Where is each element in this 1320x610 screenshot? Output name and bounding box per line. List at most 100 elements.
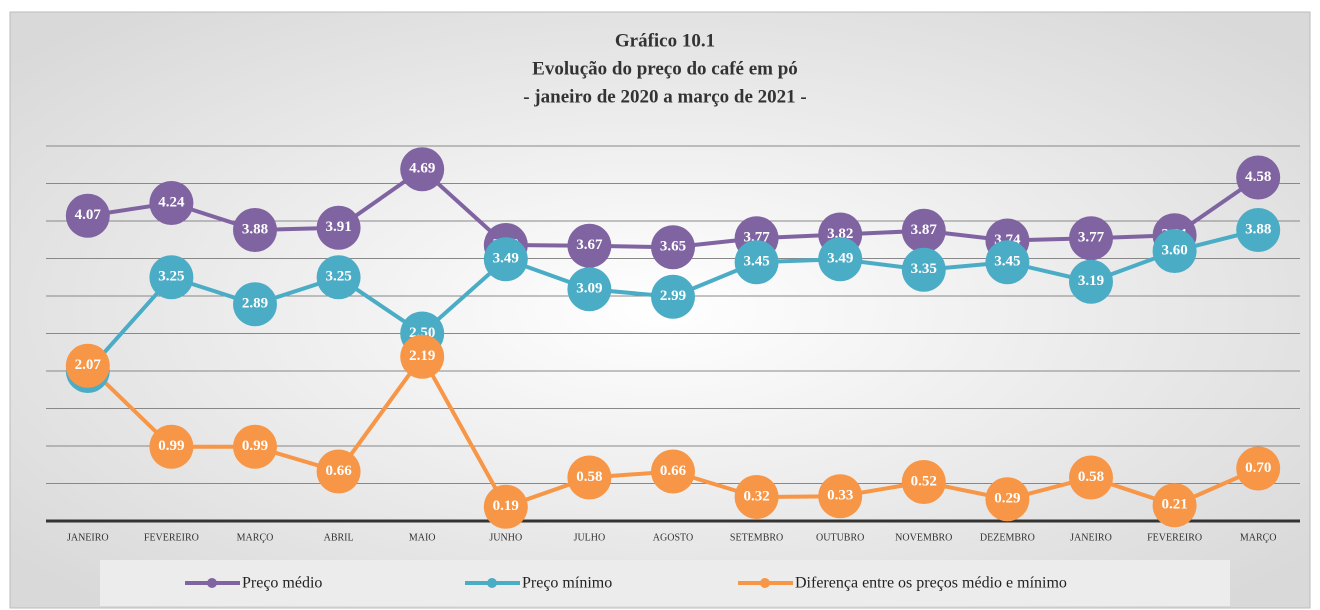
data-label: 2.99 [660, 288, 686, 304]
data-point [651, 225, 695, 270]
data-label: 4.58 [1245, 169, 1271, 185]
data-label: 3.67 [576, 237, 603, 253]
legend-label: Preço médio [242, 575, 322, 592]
data-label: 3.88 [242, 221, 268, 237]
data-point [985, 240, 1030, 285]
data-point [567, 267, 612, 312]
data-label: 0.70 [1245, 460, 1271, 476]
data-label: 3.91 [325, 219, 351, 235]
data-label: 4.69 [409, 161, 435, 177]
data-point [1152, 483, 1197, 528]
data-label: 3.49 [827, 251, 853, 267]
data-point [400, 147, 445, 192]
chart-subtitle: - janeiro de 2020 a março de 2021 - [523, 86, 807, 107]
data-label: 3.87 [911, 222, 938, 238]
data-point [901, 247, 946, 292]
data-point [483, 237, 528, 282]
data-label: 3.60 [1161, 242, 1187, 258]
x-tick-label: NOVEMBRO [895, 532, 952, 543]
x-tick-label: MAIO [409, 532, 436, 543]
data-point [316, 205, 361, 250]
data-point [1069, 216, 1113, 261]
data-label: 2.19 [409, 348, 435, 364]
data-label: 3.19 [1078, 273, 1104, 289]
data-point [901, 208, 946, 253]
data-label: 0.58 [576, 469, 602, 485]
data-point [818, 237, 863, 282]
data-label: 3.88 [1245, 221, 1271, 237]
x-tick-label: FEVEREIRO [144, 532, 199, 543]
data-point [1069, 455, 1113, 500]
data-point [65, 193, 110, 238]
chart-title: Gráfico 10.1 [615, 30, 715, 51]
data-point [567, 223, 612, 268]
data-point [65, 343, 110, 388]
x-tick-label: OUTUBRO [816, 532, 864, 543]
data-point [1236, 446, 1281, 491]
legend-marker [760, 578, 770, 588]
x-tick-label: FEVEREIRO [1147, 532, 1202, 543]
x-tick-label: DEZEMBRO [980, 532, 1035, 543]
legend-label: Diferença entre os preços médio e mínimo [795, 575, 1067, 592]
x-tick-label: JULHO [574, 532, 606, 543]
data-point [400, 334, 445, 379]
data-point [316, 255, 361, 300]
data-label: 3.45 [994, 254, 1020, 270]
data-label: 2.07 [75, 357, 102, 373]
data-point [734, 475, 779, 519]
x-tick-label: JANEIRO [67, 532, 109, 543]
data-label: 3.45 [743, 254, 769, 270]
x-tick-label: JUNHO [489, 532, 522, 543]
data-point [149, 181, 194, 225]
data-label: 3.09 [576, 281, 602, 297]
data-label: 0.99 [242, 438, 268, 454]
data-point [818, 474, 863, 519]
x-tick-label: MARÇO [1240, 532, 1277, 543]
x-tick-label: MARÇO [237, 532, 274, 543]
x-tick-label: AGOSTO [653, 532, 693, 543]
data-label: 3.82 [827, 226, 853, 242]
chart-subtitle: Evolução do preço do café em pó [532, 58, 798, 79]
data-label: 0.58 [1078, 469, 1104, 485]
data-label: 0.29 [994, 491, 1020, 507]
data-label: 0.66 [660, 463, 687, 479]
data-point [483, 484, 528, 529]
data-label: 0.52 [911, 473, 937, 489]
x-tick-label: JANEIRO [1070, 532, 1112, 543]
data-label: 0.19 [493, 498, 519, 514]
data-point [316, 449, 361, 494]
data-label: 0.21 [1161, 497, 1187, 513]
data-point [1069, 259, 1113, 304]
data-label: 0.66 [325, 463, 352, 479]
data-label: 3.35 [911, 261, 937, 277]
data-point [1236, 208, 1281, 252]
data-label: 0.99 [158, 438, 184, 454]
data-label: 4.24 [158, 194, 185, 210]
x-tick-label: ABRIL [324, 532, 354, 543]
data-point [233, 424, 277, 469]
data-label: 3.25 [325, 269, 351, 285]
data-point [985, 477, 1030, 522]
legend [100, 560, 1230, 606]
legend-marker [487, 578, 497, 588]
data-point [149, 255, 194, 300]
data-point [233, 282, 277, 327]
data-point [1152, 229, 1197, 273]
data-label: 0.32 [743, 488, 769, 504]
data-point [567, 455, 612, 500]
data-label: 3.77 [1078, 230, 1105, 246]
data-label: 0.33 [827, 488, 853, 504]
data-label: 3.49 [493, 251, 519, 267]
data-label: 4.07 [75, 207, 102, 223]
data-point [651, 449, 695, 494]
data-label: 3.25 [158, 269, 184, 285]
x-tick-label: SETEMBRO [730, 532, 783, 543]
data-point [1236, 155, 1281, 200]
data-label: 3.65 [660, 239, 686, 255]
data-point [734, 240, 779, 285]
data-point [651, 274, 695, 319]
data-point [901, 460, 946, 504]
legend-label: Preço mínimo [522, 575, 612, 592]
data-label: 2.89 [242, 296, 268, 312]
